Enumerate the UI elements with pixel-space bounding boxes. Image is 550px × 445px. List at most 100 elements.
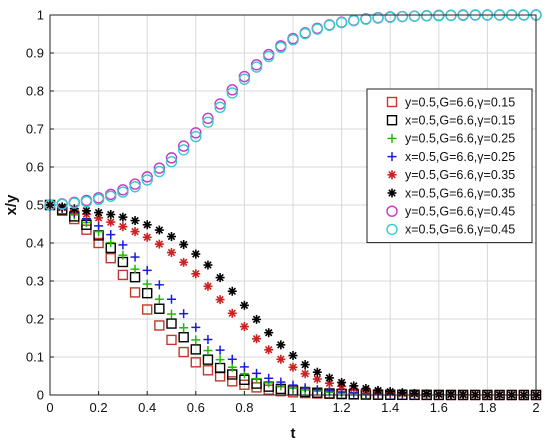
data-point bbox=[142, 279, 152, 289]
data-point bbox=[410, 388, 419, 398]
data-point bbox=[288, 350, 298, 360]
data-point bbox=[130, 216, 140, 226]
legend-label: y=0.5,G=6.6,γ=0.35 bbox=[405, 168, 515, 182]
data-point bbox=[68, 197, 81, 209]
data-point bbox=[179, 309, 189, 319]
data-point bbox=[226, 84, 238, 96]
data-point bbox=[165, 155, 178, 168]
y-tick-label: 0.3 bbox=[26, 274, 44, 289]
data-point bbox=[396, 10, 409, 23]
y-tick-label: 0 bbox=[37, 388, 44, 403]
data-point bbox=[252, 334, 262, 344]
data-point bbox=[129, 181, 141, 193]
data-point bbox=[142, 220, 152, 230]
data-point bbox=[141, 171, 153, 183]
legend-entry: x=0.5,G=6.6,γ=0.45 bbox=[386, 223, 515, 237]
data-point bbox=[335, 16, 348, 29]
data-point bbox=[190, 344, 202, 355]
data-point bbox=[202, 365, 214, 376]
data-point bbox=[179, 323, 189, 333]
data-point bbox=[226, 87, 238, 99]
data-point bbox=[324, 373, 334, 383]
data-point bbox=[130, 264, 140, 274]
legend-entry: y=0.5,G=6.6,γ=0.45 bbox=[386, 205, 515, 219]
data-point bbox=[276, 354, 286, 364]
data-point bbox=[408, 10, 421, 22]
data-point bbox=[263, 50, 275, 63]
data-point bbox=[154, 280, 164, 290]
legend-label: y=0.5,G=6.6,γ=0.25 bbox=[405, 132, 515, 146]
x-tick-label: 2 bbox=[532, 400, 539, 415]
data-point bbox=[130, 227, 140, 237]
data-point bbox=[106, 217, 116, 227]
data-point bbox=[264, 345, 274, 355]
y-tick-label: 0.5 bbox=[26, 198, 44, 213]
data-point bbox=[239, 300, 249, 310]
data-point bbox=[311, 23, 323, 35]
data-point bbox=[202, 116, 214, 128]
data-point bbox=[94, 221, 104, 231]
legend-marker bbox=[387, 170, 397, 180]
legend-label: x=0.5,G=6.6,γ=0.15 bbox=[405, 114, 515, 128]
data-point bbox=[202, 354, 214, 365]
data-point bbox=[179, 257, 189, 267]
y-tick-label: 0.8 bbox=[26, 84, 44, 99]
x-tick-label: 1.8 bbox=[478, 400, 496, 415]
data-point bbox=[153, 162, 166, 174]
x-tick-label: 0.8 bbox=[235, 400, 253, 415]
legend-label: x=0.5,G=6.6,γ=0.45 bbox=[405, 223, 515, 237]
data-point bbox=[190, 127, 202, 139]
data-point bbox=[203, 260, 213, 270]
legend-entry: y=0.5,G=6.6,γ=0.25 bbox=[387, 132, 515, 146]
data-point bbox=[312, 385, 322, 395]
data-point bbox=[300, 383, 310, 393]
data-point bbox=[214, 101, 226, 114]
data-point bbox=[118, 250, 128, 260]
data-point bbox=[106, 238, 116, 248]
data-point bbox=[191, 269, 201, 279]
data-point bbox=[300, 360, 310, 370]
tick-labels: 0 0.2 0.4 0.6 0.8 1 1.2 1.4 1.6 1.8 2 0 0.1 0.2 0.3 0.4… bbox=[26, 8, 540, 416]
legend-label: x=0.5,G=6.6,γ=0.35 bbox=[405, 186, 515, 200]
data-point bbox=[252, 314, 262, 324]
data-point bbox=[312, 367, 322, 377]
data-point bbox=[250, 61, 263, 73]
data-point bbox=[348, 15, 360, 27]
data-point bbox=[227, 308, 237, 318]
data-point bbox=[215, 355, 225, 365]
data-point bbox=[177, 140, 190, 152]
data-point bbox=[227, 376, 238, 387]
data-point bbox=[397, 388, 407, 398]
data-point bbox=[141, 304, 153, 315]
data-point bbox=[154, 225, 164, 235]
x-tick-label: 1.2 bbox=[333, 400, 351, 415]
data-point bbox=[276, 340, 286, 350]
data-point bbox=[56, 198, 68, 210]
data-point bbox=[215, 273, 225, 283]
data-point bbox=[191, 335, 201, 345]
x-tick-label: 0 bbox=[46, 400, 53, 415]
x-tick-label: 1 bbox=[289, 400, 296, 415]
y-tick-label: 0.4 bbox=[26, 236, 44, 251]
x-tick-label: 1.6 bbox=[430, 400, 448, 415]
data-point bbox=[94, 208, 104, 218]
data-point bbox=[276, 377, 286, 387]
data-point bbox=[215, 295, 225, 305]
legend-marker bbox=[387, 133, 397, 143]
data-point bbox=[142, 232, 152, 242]
data-point bbox=[202, 112, 214, 125]
legend-label: y=0.5,G=6.6,γ=0.15 bbox=[405, 95, 515, 109]
legend-label: x=0.5,G=6.6,γ=0.25 bbox=[405, 150, 515, 164]
data-point bbox=[300, 369, 310, 379]
data-point bbox=[81, 206, 91, 216]
data-point bbox=[191, 249, 201, 259]
data-point bbox=[106, 210, 116, 219]
data-point bbox=[264, 373, 274, 383]
data-point bbox=[349, 381, 359, 391]
data-point bbox=[167, 294, 176, 304]
data-point bbox=[167, 309, 176, 319]
data-point bbox=[93, 237, 104, 249]
data-point bbox=[105, 190, 117, 202]
data-point bbox=[165, 152, 178, 164]
